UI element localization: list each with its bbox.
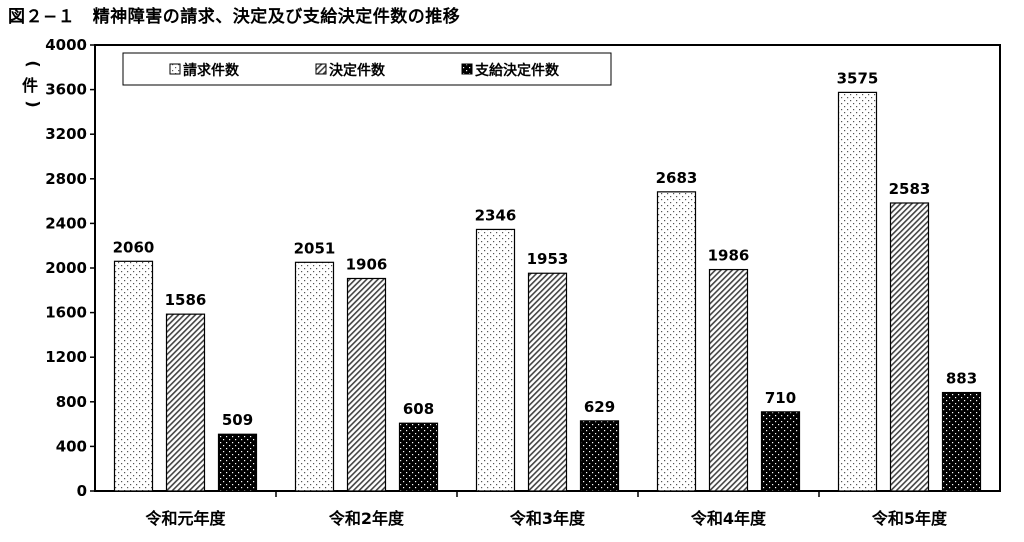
- bar-1-0: [294, 261, 335, 492]
- legend-label-2: 支給決定件数: [474, 62, 560, 79]
- category-label-0: 令和元年度: [144, 509, 226, 528]
- bar-2-2: [579, 420, 620, 492]
- legend-swatch-2: [461, 63, 473, 75]
- bar-3-0: [656, 191, 697, 492]
- data-label-0-2: 509: [222, 411, 253, 429]
- data-label-1-0: 2051: [294, 239, 336, 257]
- data-label-3-2: 710: [765, 389, 796, 407]
- category-label-2: 令和3年度: [509, 509, 586, 528]
- y-tick-label-2: 800: [56, 393, 87, 411]
- data-label-4-1: 2583: [889, 180, 931, 198]
- y-tick-label-3: 1200: [45, 348, 87, 366]
- data-label-4-0: 3575: [837, 69, 879, 87]
- category-label-1: 令和2年度: [328, 509, 405, 528]
- data-label-0-0: 2060: [113, 238, 155, 256]
- bar-0-0: [113, 260, 154, 492]
- y-tick-label-8: 3200: [45, 125, 87, 143]
- y-axis-unit-label: 件: [22, 76, 38, 95]
- legend: 請求件数 決定件数 支給決定件数: [122, 52, 612, 86]
- y-tick-label-7: 2800: [45, 170, 87, 188]
- data-label-2-2: 629: [584, 398, 615, 416]
- chart-title: 図２−１ 精神障害の請求、決定及び支給決定件数の推移: [8, 7, 461, 27]
- data-label-1-1: 1906: [346, 255, 388, 273]
- category-label-4: 令和5年度: [871, 509, 948, 528]
- y-tick-label-4: 1600: [45, 304, 87, 322]
- bar-4-1: [889, 202, 930, 492]
- y-tick-label-6: 2400: [45, 214, 87, 232]
- legend-swatch-1: [315, 63, 327, 75]
- bar-1-1: [346, 277, 387, 492]
- bar-3-1: [708, 268, 749, 492]
- data-label-3-1: 1986: [708, 247, 750, 265]
- bar-4-2: [941, 391, 982, 492]
- data-label-2-1: 1953: [527, 250, 569, 268]
- bar-0-2: [217, 433, 258, 492]
- data-label-1-2: 608: [403, 400, 434, 418]
- y-tick-label-0: 0: [77, 482, 87, 500]
- data-label-2-0: 2346: [475, 206, 517, 224]
- y-tick-label-9: 3600: [45, 81, 87, 99]
- bar-3-2: [760, 411, 801, 492]
- y-tick-label-5: 2000: [45, 259, 87, 277]
- data-label-3-0: 2683: [656, 169, 698, 187]
- unit-paren-open: (: [24, 60, 43, 67]
- bar-2-0: [475, 228, 516, 492]
- bar-1-2: [398, 422, 439, 492]
- legend-label-0: 請求件数: [183, 62, 240, 79]
- bar-2-1: [527, 272, 568, 492]
- y-axis-unit: ( 件 ): [22, 60, 43, 107]
- unit-paren-close: ): [24, 100, 43, 107]
- data-label-0-1: 1586: [165, 291, 207, 309]
- legend-swatch-0: [169, 63, 181, 75]
- legend-label-1: 決定件数: [329, 62, 386, 79]
- legend-box: [122, 52, 612, 86]
- bar-4-0: [837, 91, 878, 492]
- category-label-3: 令和4年度: [690, 509, 767, 528]
- y-tick-label-10: 4000: [45, 36, 87, 54]
- bar-0-1: [165, 313, 206, 492]
- data-label-4-2: 883: [946, 370, 977, 388]
- y-tick-label-1: 400: [56, 437, 87, 455]
